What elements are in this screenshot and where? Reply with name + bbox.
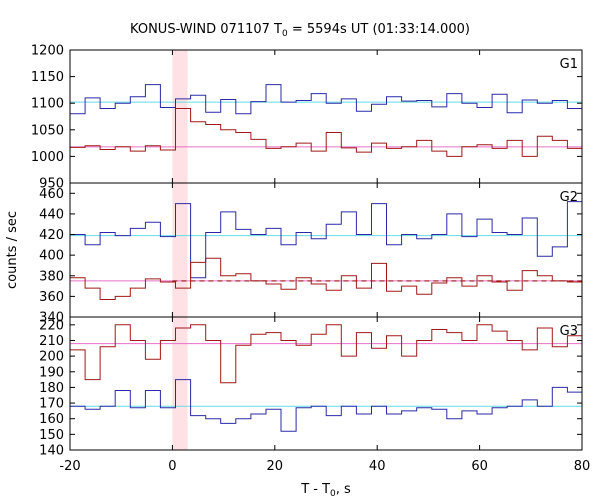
x-tick-label: 0: [168, 459, 176, 474]
y-axis-label: counts / sec: [5, 211, 20, 289]
x-tick-label: -20: [59, 459, 80, 474]
y-tick-label: 440: [39, 207, 64, 222]
y-tick-label: 150: [39, 428, 64, 443]
y-tick-label: 1150: [31, 70, 64, 85]
chart-title: KONUS-WIND 071107 T0 = 5594s UT (01:33:1…: [130, 22, 470, 39]
y-tick-label: 220: [39, 318, 64, 333]
y-tick-label: 1000: [31, 150, 64, 165]
panel-frame: [69, 49, 583, 184]
light-curve-red: [70, 257, 582, 300]
panel-label: G2: [560, 190, 578, 205]
y-tick-label: 950: [39, 177, 64, 192]
x-tick-label: 80: [574, 459, 591, 474]
y-tick-label: 340: [39, 311, 64, 326]
x-tick-label: 60: [471, 459, 488, 474]
y-tick-label: 200: [39, 350, 64, 365]
y-tick-label: 1100: [31, 97, 64, 112]
light-curve-red: [70, 324, 582, 384]
light-curve-red: [70, 108, 582, 157]
y-tick-label: 420: [39, 228, 64, 243]
y-tick-label: 140: [39, 444, 64, 459]
x-axis-label: T - T0, s: [300, 482, 351, 499]
panel-frame: [69, 182, 583, 318]
y-tick-label: 180: [39, 381, 64, 396]
light-curve-blue: [70, 84, 582, 115]
y-tick-label: 360: [39, 290, 64, 305]
highlight-band: [172, 50, 188, 450]
panel-g1: 950 1000 1050 1100 1150 1200 G1: [31, 44, 583, 192]
light-curve-blue: [70, 201, 582, 279]
y-tick-label: 400: [39, 249, 64, 264]
x-tick-label: 20: [267, 459, 284, 474]
y-tick-label: 1050: [31, 123, 64, 138]
panel-label: G1: [560, 57, 578, 72]
y-tick-label: 460: [39, 187, 64, 202]
y-tick-label: 210: [39, 334, 64, 349]
y-tick-label: 1200: [31, 44, 64, 59]
panel-label: G3: [560, 324, 578, 339]
panel-g2: 340 360 380 400 420 440 460 G2: [39, 182, 583, 326]
x-tick-label: 40: [369, 459, 386, 474]
y-tick-label: 170: [39, 397, 64, 412]
y-tick-label: 190: [39, 365, 64, 380]
y-tick-label: 160: [39, 412, 64, 427]
light-curve-blue: [70, 379, 582, 432]
panel-frame: [69, 316, 583, 451]
y-tick-label: 380: [39, 269, 64, 284]
